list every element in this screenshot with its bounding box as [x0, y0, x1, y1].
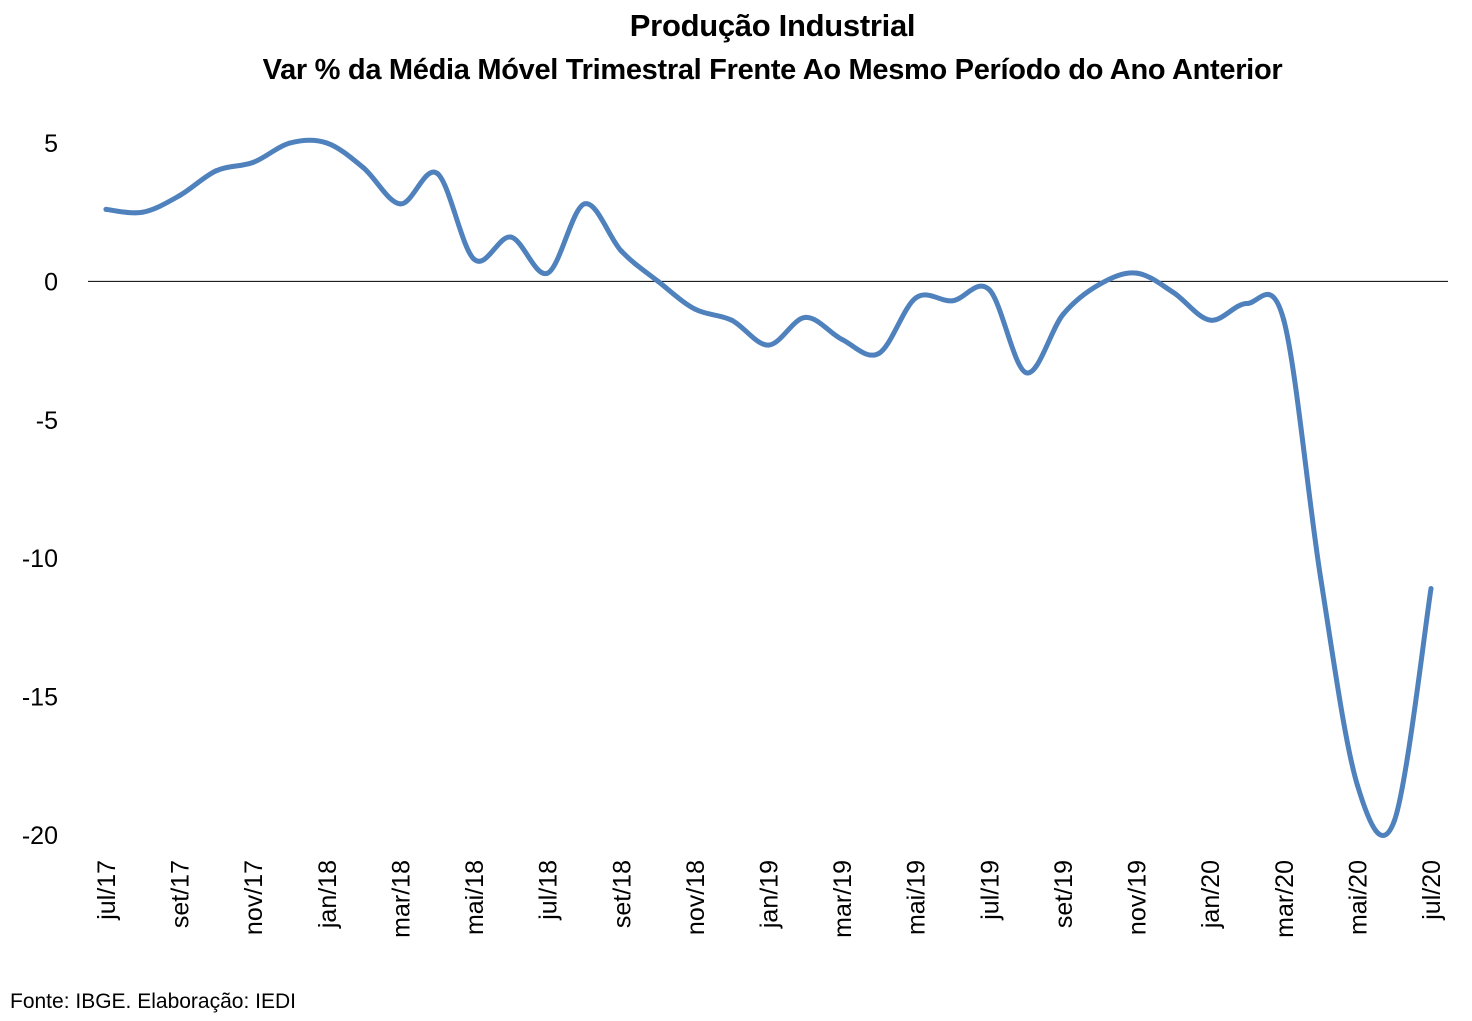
x-tick-label: jan/20: [1197, 860, 1225, 929]
y-tick-label: -10: [22, 545, 58, 573]
x-tick-label: mar/20: [1271, 860, 1299, 938]
data-point: [361, 165, 367, 171]
x-tick-label: jul/18: [535, 860, 563, 921]
x-tick-label: mar/18: [387, 860, 415, 938]
data-point: [655, 278, 661, 284]
data-point: [876, 350, 882, 356]
data-point: [250, 159, 256, 165]
y-axis-ticks: 5 0 -5 -10 -15 -20: [22, 130, 58, 850]
x-tick-label: jan/19: [756, 860, 784, 929]
data-point: [1244, 301, 1250, 307]
y-tick-label: -20: [22, 822, 58, 850]
data-point: [1281, 317, 1287, 323]
data-point: [177, 193, 183, 199]
y-tick-label: -15: [22, 684, 58, 712]
x-tick-label: set/17: [167, 860, 195, 928]
data-point: [581, 201, 587, 207]
x-tick-label: mar/19: [829, 860, 857, 938]
y-tick-label: -5: [36, 407, 58, 435]
data-point: [766, 342, 771, 348]
x-tick-label: mai/20: [1344, 860, 1372, 935]
data-point: [1391, 818, 1397, 824]
data-point: [913, 295, 919, 301]
series-line: [103, 137, 1434, 838]
data-point: [397, 201, 403, 207]
source-note: Fonte: IBGE. Elaboração: IEDI: [10, 990, 296, 1013]
chart-title: Produção Industrial: [629, 8, 916, 43]
x-tick-label: jan/18: [314, 860, 342, 929]
y-tick-label: 5: [44, 130, 58, 158]
data-point: [1134, 270, 1140, 276]
data-point: [1097, 281, 1103, 287]
data-point: [1060, 312, 1066, 318]
data-point: [986, 287, 992, 293]
data-point: [471, 256, 477, 262]
x-tick-label: nov/19: [1124, 860, 1152, 935]
data-point: [950, 298, 956, 304]
data-point: [692, 306, 698, 312]
x-tick-label: jul/19: [976, 860, 1004, 921]
x-tick-label: nov/18: [682, 860, 710, 935]
x-tick-label: mai/18: [461, 860, 489, 935]
x-tick-label: set/19: [1050, 860, 1078, 928]
x-axis-ticks: jul/17 set/17 nov/17 jan/18 mar/18 mai/18 jul/…: [93, 860, 1446, 938]
y-tick-label: 0: [44, 268, 58, 296]
data-point: [213, 168, 219, 174]
data-point: [802, 314, 808, 320]
data-point: [1023, 370, 1029, 376]
data-point: [1207, 317, 1213, 323]
data-point: [103, 206, 109, 212]
data-point: [508, 234, 514, 240]
data-point: [1428, 586, 1434, 592]
x-tick-label: jul/17: [93, 860, 121, 921]
data-point: [287, 140, 293, 146]
data-point: [1318, 575, 1324, 581]
chart-subtitle: Var % da Média Móvel Trimestral Frente A…: [262, 54, 1283, 86]
data-point: [1354, 782, 1360, 788]
data-point: [545, 270, 551, 276]
data-point: [729, 317, 735, 323]
x-tick-label: mai/19: [903, 860, 931, 935]
data-point: [434, 170, 440, 176]
series-points: [103, 140, 1434, 824]
x-tick-label: set/18: [608, 860, 636, 928]
data-point: [839, 337, 845, 343]
x-tick-label: nov/17: [240, 860, 268, 935]
data-point: [324, 140, 330, 146]
x-tick-label: jul/20: [1418, 860, 1446, 921]
data-point: [140, 209, 146, 215]
data-point: [1170, 289, 1176, 295]
data-point: [618, 248, 624, 254]
